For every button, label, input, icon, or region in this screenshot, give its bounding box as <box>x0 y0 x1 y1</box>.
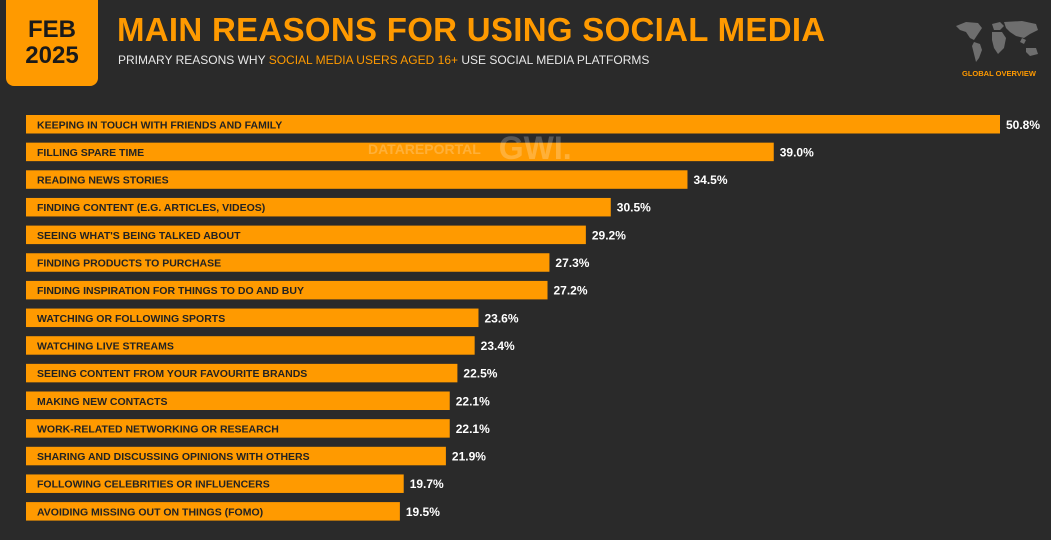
bar-value-label: 22.1% <box>456 394 490 408</box>
bar-value-label: 19.5% <box>406 505 440 519</box>
subtitle-highlight: SOCIAL MEDIA USERS AGED 16+ <box>268 53 458 67</box>
bar-value-label: 27.3% <box>555 256 589 270</box>
bar-value-label: 27.2% <box>554 284 588 298</box>
bar-value-label: 23.6% <box>484 311 518 325</box>
bar <box>26 253 550 272</box>
bar <box>26 115 1000 134</box>
bar <box>26 446 446 466</box>
bar-value-label: 34.5% <box>693 173 727 187</box>
bar <box>26 225 586 245</box>
bar-value-label: 22.5% <box>463 367 497 381</box>
world-map-icon <box>956 21 1038 62</box>
bar <box>26 502 400 521</box>
date-year: 2025 <box>25 42 79 69</box>
bar-value-label: 23.4% <box>481 339 515 353</box>
subtitle-suffix: USE SOCIAL MEDIA PLATFORMS <box>458 53 650 67</box>
bar-category-label: FINDING PRODUCTS TO PURCHASE <box>37 258 221 270</box>
bar-category-label: AVOIDING MISSING OUT ON THINGS (FOMO) <box>37 506 263 518</box>
bar <box>26 308 479 328</box>
bar-category-label: FINDING INSPIRATION FOR THINGS TO DO AND… <box>37 285 304 297</box>
bar-value-label: 50.8% <box>1006 118 1040 132</box>
bar <box>26 363 458 383</box>
watermark-gwi: GWI. <box>498 130 572 166</box>
bar-category-label: SHARING AND DISCUSSING OPINIONS WITH OTH… <box>37 451 310 463</box>
bar-value-label: 19.7% <box>410 477 444 491</box>
watermark-datareportal: DATAREPORTAL <box>368 140 481 157</box>
bar-category-label: WATCHING LIVE STREAMS <box>37 340 174 352</box>
watermark: DATAREPORTAL GWI. <box>368 130 572 167</box>
bar-category-label: KEEPING IN TOUCH WITH FRIENDS AND FAMILY <box>37 119 282 131</box>
bar-value-label: 29.2% <box>592 228 626 242</box>
bar <box>26 170 688 189</box>
bar <box>26 474 404 493</box>
bar-value-label: 30.5% <box>617 201 651 215</box>
bar-category-label: WORK-RELATED NETWORKING OR RESEARCH <box>37 423 279 435</box>
bar-category-label: FOLLOWING CELEBRITIES OR INFLUENCERS <box>37 479 270 491</box>
bar <box>26 391 450 410</box>
bar <box>26 142 774 162</box>
bar <box>26 336 475 355</box>
bar-category-label: SEEING CONTENT FROM YOUR FAVOURITE BRAND… <box>37 368 307 380</box>
bar-category-label: FILLING SPARE TIME <box>37 147 144 159</box>
date-badge: FEB 2025 <box>6 0 98 86</box>
global-overview-label: GLOBAL OVERVIEW <box>962 69 1036 78</box>
page-subtitle: PRIMARY REASONS WHY SOCIAL MEDIA USERS A… <box>118 53 649 67</box>
date-month: FEB <box>28 16 76 43</box>
bar-category-label: READING NEWS STORIES <box>37 175 169 187</box>
bar-value-label: 21.9% <box>452 450 486 464</box>
bar-category-label: WATCHING OR FOLLOWING SPORTS <box>37 313 225 325</box>
subtitle-prefix: PRIMARY REASONS WHY <box>118 53 269 67</box>
bar-category-label: MAKING NEW CONTACTS <box>37 396 167 408</box>
bar-category-label: FINDING CONTENT (E.G. ARTICLES, VIDEOS) <box>37 202 265 214</box>
bar <box>26 197 611 217</box>
bar <box>26 280 548 300</box>
page-title: MAIN REASONS FOR USING SOCIAL MEDIA <box>117 11 826 48</box>
bar-value-label: 39.0% <box>780 145 814 159</box>
bar <box>26 419 450 438</box>
bar-category-label: SEEING WHAT'S BEING TALKED ABOUT <box>37 230 241 242</box>
bar-value-label: 22.1% <box>456 422 490 436</box>
